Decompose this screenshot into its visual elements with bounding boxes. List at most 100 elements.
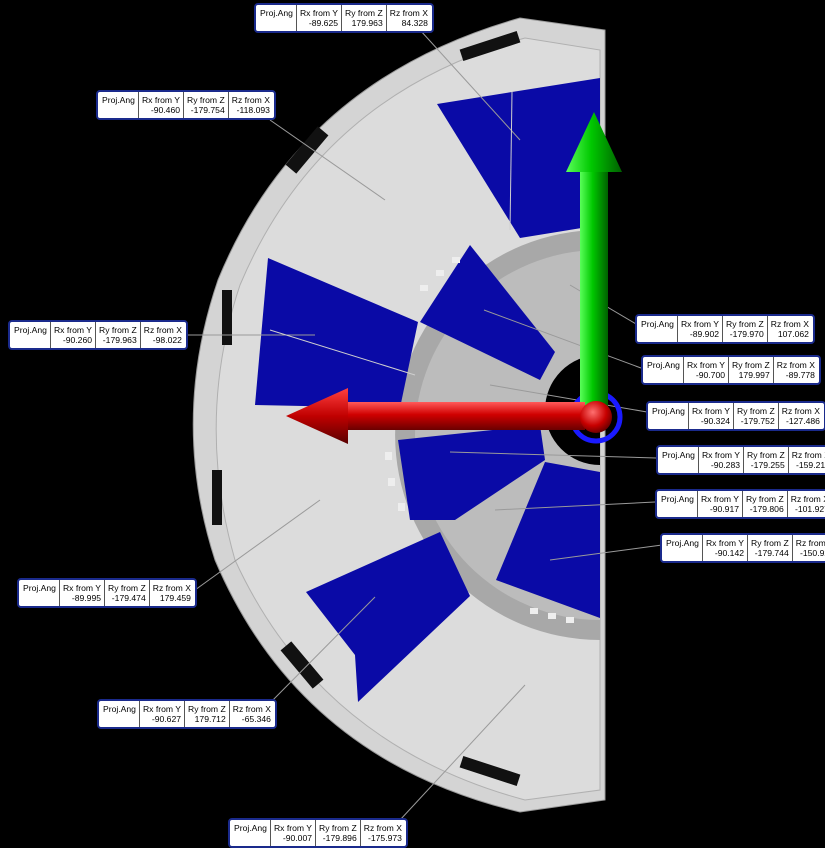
angle-callout[interactable]: Proj.Ang Rx from Y -90.460 Ry from Z -179.… <box>96 90 276 120</box>
ry-value: -179.806 <box>749 504 784 514</box>
rx-header: Rx from Y <box>62 583 102 593</box>
ry-header: Ry from Z <box>726 319 764 329</box>
ry-header: Ry from Z <box>751 538 789 548</box>
rz-header: Rz from X <box>152 583 191 593</box>
rz-value: 107.062 <box>777 329 809 339</box>
ry-header: Ry from Z <box>732 360 770 370</box>
rz-value: -175.973 <box>368 833 402 843</box>
rz-value: -150.924 <box>800 548 825 558</box>
rx-header: Rx from Y <box>691 406 731 416</box>
ry-header: Ry from Z <box>747 450 785 460</box>
rz-value: -98.022 <box>152 335 182 345</box>
callout-title: Proj.Ang <box>23 583 56 593</box>
origin-ball <box>580 401 612 433</box>
callout-title: Proj.Ang <box>641 319 674 329</box>
rx-value: -90.917 <box>709 504 740 514</box>
ry-value: -179.752 <box>740 416 775 426</box>
rx-value: -89.902 <box>689 329 720 339</box>
rz-value: 84.328 <box>401 18 428 28</box>
callout-title: Proj.Ang <box>661 494 694 504</box>
callout-title: Proj.Ang <box>647 360 680 370</box>
rx-value: -90.627 <box>151 714 182 724</box>
callout-title: Proj.Ang <box>260 8 293 18</box>
ry-value: -179.896 <box>322 833 357 843</box>
rx-header: Rx from Y <box>686 360 726 370</box>
ry-value: 179.712 <box>194 714 226 724</box>
rz-value: -127.486 <box>786 416 820 426</box>
rx-header: Rx from Y <box>705 538 745 548</box>
x-axis-arrowhead-icon <box>286 388 348 444</box>
ry-header: Ry from Z <box>187 95 225 105</box>
rz-header: Rz from X <box>776 360 815 370</box>
rx-value: -90.324 <box>700 416 731 426</box>
rx-header: Rx from Y <box>701 450 741 460</box>
ry-header: Ry from Z <box>188 704 226 714</box>
ry-header: Ry from Z <box>345 8 383 18</box>
callout-title: Proj.Ang <box>14 325 47 335</box>
rz-value: -89.778 <box>785 370 815 380</box>
rz-value: -118.093 <box>236 105 270 115</box>
rx-value: -90.260 <box>62 335 93 345</box>
callout-title: Proj.Ang <box>234 823 267 833</box>
ry-header: Ry from Z <box>108 583 146 593</box>
rz-header: Rz from X <box>389 8 428 18</box>
angle-callout[interactable]: Proj.Ang Rx from Y -89.902 Ry from Z -179.… <box>635 314 815 344</box>
angle-callout[interactable]: Proj.Ang Rx from Y -90.007 Ry from Z -179.… <box>228 818 408 848</box>
rz-value: -101.927 <box>795 504 825 514</box>
angle-callout[interactable]: Proj.Ang Rx from Y -90.142 Ry from Z -179.… <box>660 533 825 563</box>
ry-value: 179.997 <box>738 370 770 380</box>
ring-teeth <box>385 257 574 623</box>
rz-header: Rz from X <box>790 494 825 504</box>
callout-title: Proj.Ang <box>652 406 685 416</box>
callout-title: Proj.Ang <box>103 704 136 714</box>
ry-header: Ry from Z <box>737 406 775 416</box>
angle-callout[interactable]: Proj.Ang Rx from Y -90.700 Ry from Z 179.9… <box>641 355 821 385</box>
outer-sectors <box>255 78 600 702</box>
rz-value: 179.459 <box>159 593 191 603</box>
angle-callout[interactable]: Proj.Ang Rx from Y -90.917 Ry from Z -179.… <box>655 489 825 519</box>
rx-header: Rx from Y <box>142 704 182 714</box>
callout-title: Proj.Ang <box>666 538 699 548</box>
rx-value: -90.460 <box>150 105 181 115</box>
rz-value: -159.212 <box>796 460 825 470</box>
rx-header: Rx from Y <box>299 8 339 18</box>
inner-sectors <box>398 245 555 520</box>
y-axis-shaft <box>580 168 608 413</box>
ry-value: 179.963 <box>351 18 383 28</box>
rz-value: -65.346 <box>241 714 271 724</box>
rx-value: -89.995 <box>71 593 102 603</box>
rx-header: Rx from Y <box>53 325 93 335</box>
rx-header: Rx from Y <box>680 319 720 329</box>
ry-value: -179.474 <box>111 593 146 603</box>
x-axis-shaft <box>345 402 585 430</box>
angle-callout[interactable]: Proj.Ang Rx from Y -90.627 Ry from Z 179.7… <box>97 699 277 729</box>
rz-header: Rz from X <box>363 823 402 833</box>
rz-header: Rz from X <box>143 325 182 335</box>
ry-header: Ry from Z <box>99 325 137 335</box>
rz-header: Rz from X <box>791 450 825 460</box>
angle-callout[interactable]: Proj.Ang Rx from Y -90.324 Ry from Z -179.… <box>646 401 825 431</box>
callout-title: Proj.Ang <box>662 450 695 460</box>
ry-value: -179.970 <box>729 329 764 339</box>
rz-header: Rz from X <box>781 406 820 416</box>
rx-value: -90.700 <box>695 370 726 380</box>
rx-value: -90.007 <box>282 833 313 843</box>
ry-value: -179.744 <box>754 548 789 558</box>
angle-callout[interactable]: Proj.Ang Rx from Y -89.625 Ry from Z 179.9… <box>254 3 434 33</box>
angle-callout[interactable]: Proj.Ang Rx from Y -89.995 Ry from Z -179.… <box>17 578 197 608</box>
ry-value: -179.754 <box>190 105 225 115</box>
rx-header: Rx from Y <box>273 823 313 833</box>
rz-header: Rz from X <box>232 704 271 714</box>
rz-header: Rz from X <box>795 538 825 548</box>
angle-callout[interactable]: Proj.Ang Rx from Y -90.283 Ry from Z -179.… <box>656 445 825 475</box>
rx-value: -90.283 <box>710 460 741 470</box>
ry-value: -179.963 <box>102 335 137 345</box>
rx-header: Rx from Y <box>700 494 740 504</box>
angle-callout[interactable]: Proj.Ang Rx from Y -90.260 Ry from Z -179.… <box>8 320 188 350</box>
ry-header: Ry from Z <box>746 494 784 504</box>
rx-value: -89.625 <box>308 18 339 28</box>
rz-header: Rz from X <box>770 319 809 329</box>
ry-header: Ry from Z <box>319 823 357 833</box>
